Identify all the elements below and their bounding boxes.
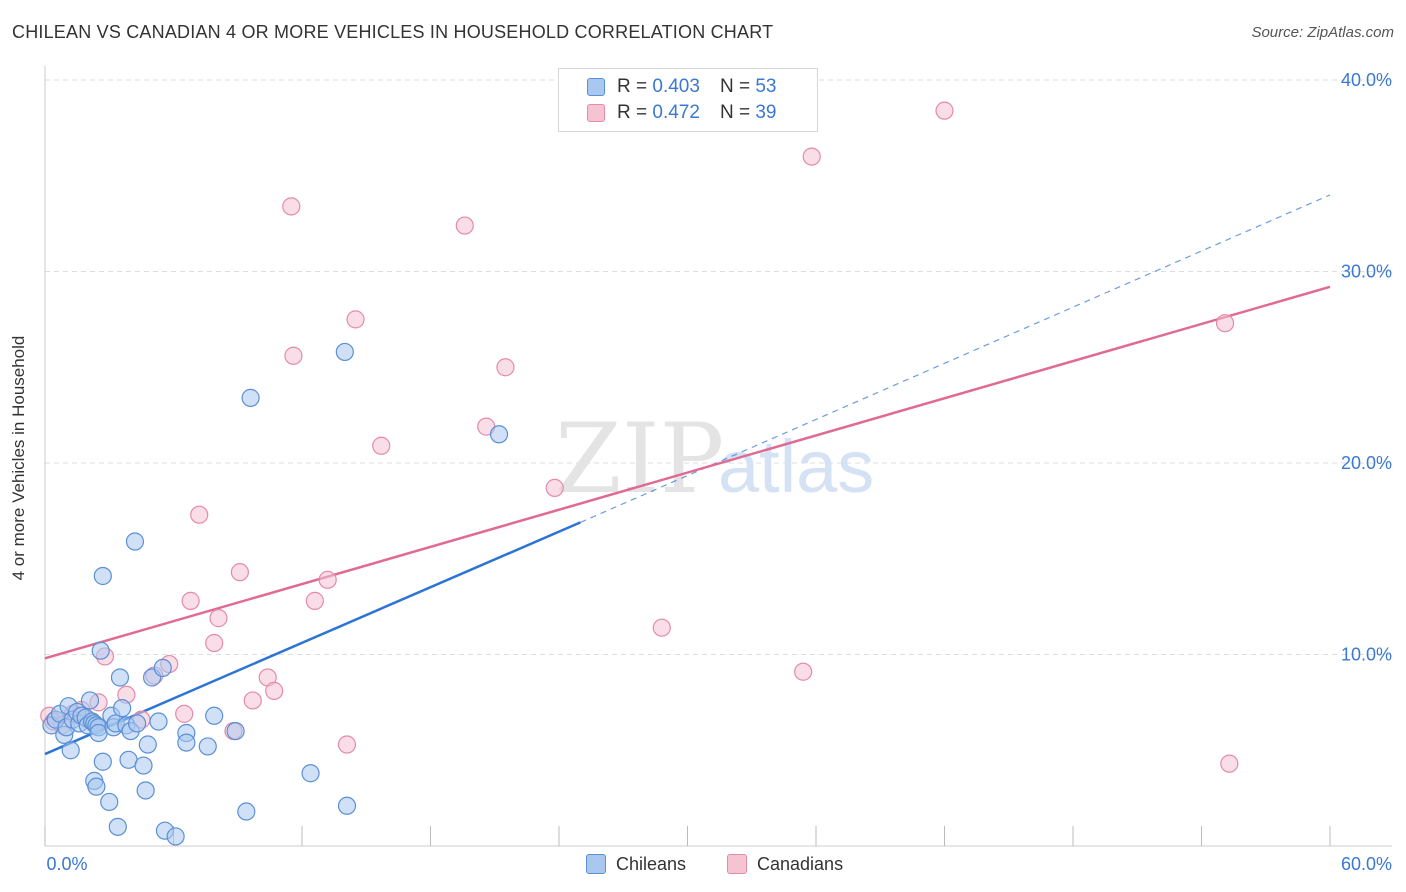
legend-swatch-pink (587, 104, 605, 122)
legend-r-value: 0.403 (652, 76, 700, 97)
chileans-point (489, 425, 509, 444)
y-tick-label: 10.0% (1341, 645, 1392, 665)
chileans-point (125, 532, 145, 551)
bottom-legend-canadians: Canadians (727, 852, 843, 876)
chileans-point (226, 721, 245, 741)
chileans-point (100, 792, 119, 812)
legend-row-chileans: R = 0.403 N = 53 (587, 76, 776, 98)
canadians-point (265, 681, 284, 700)
canadians-point (935, 101, 954, 120)
x-tick-label-max: 60.0% (1341, 854, 1392, 874)
canadians-point (284, 346, 303, 365)
y-tick-label: 40.0% (1341, 70, 1392, 90)
y-tick-label: 30.0% (1341, 262, 1392, 282)
y-axis-label: 4 or more Vehicles in Household (9, 335, 28, 581)
chileans-point (237, 802, 256, 821)
bottom-legend-chileans: Chileans (586, 852, 686, 876)
watermark-zip: ZIP (555, 403, 724, 515)
chileans-point (166, 827, 185, 846)
chileans-point (110, 668, 130, 687)
legend-r-value: 0.472 (652, 102, 700, 123)
canadians-point (794, 662, 813, 681)
canadians-point (205, 633, 224, 653)
bottom-legend-label: Chileans (616, 853, 687, 874)
canadians-point (496, 358, 515, 377)
chileans-point (127, 714, 147, 733)
chileans-point (134, 756, 153, 775)
canadians-point (305, 591, 324, 610)
y-tick-label: 20.0% (1341, 453, 1392, 473)
chileans-point (93, 566, 112, 586)
chileans-point (241, 388, 260, 407)
legend-swatch-blue (587, 78, 605, 96)
chileans-point (198, 737, 217, 756)
chileans-point (205, 706, 224, 725)
points-layer (40, 101, 1239, 846)
chart-title: CHILEAN VS CANADIAN 4 OR MORE VEHICLES I… (12, 22, 774, 42)
x-tick-label-min: 0.0% (46, 854, 87, 874)
tick-labels: 10.0% 20.0% 30.0% 40.0% 0.0% 60.0% (46, 70, 1392, 874)
chileans-point (91, 641, 110, 660)
chileans-point (112, 699, 132, 718)
chileans-point (138, 735, 157, 754)
legend-row-canadians: R = 0.472 N = 39 (587, 102, 776, 124)
chileans-point (61, 741, 80, 760)
legend-n-label: N = (719, 76, 751, 97)
canadians-point (243, 691, 262, 710)
canadians-point (1220, 754, 1239, 773)
bottom-legend-swatch-pink (727, 854, 747, 874)
chileans-point (149, 712, 168, 731)
bottom-legend-swatch-blue (586, 854, 606, 874)
chileans-trendline-extension (580, 194, 1331, 523)
legend-r-label: R = (617, 76, 648, 97)
canadians-point (372, 436, 391, 455)
legend-n-value: 39 (755, 102, 777, 123)
chileans-point (93, 752, 112, 771)
canadians-point (209, 609, 228, 628)
bottom-legend-label: Canadians (757, 853, 844, 874)
source-label: Source: ZipAtlas.com (1251, 24, 1394, 41)
correlation-legend: R = 0.403 N = 53 R = 0.472 N = 39 (558, 68, 818, 132)
watermark: ZIP atlas (555, 403, 874, 515)
legend-n-label: N = (719, 102, 751, 123)
chileans-point (335, 342, 354, 362)
canadians-point (190, 505, 209, 524)
canadians-point (337, 735, 357, 754)
chileans-point (153, 658, 172, 678)
canadians-point (282, 197, 301, 216)
canadians-trendline (44, 285, 1331, 660)
canadians-point (455, 216, 474, 235)
canadians-point (545, 478, 564, 497)
chileans-point (136, 781, 155, 800)
watermark-atlas: atlas (718, 425, 874, 508)
canadians-point (346, 310, 365, 329)
canadians-point (802, 147, 821, 166)
chileans-point (108, 817, 127, 836)
legend-r-label: R = (617, 102, 648, 123)
legend-n-value: 53 (755, 76, 777, 97)
chileans-point (301, 764, 320, 783)
canadians-point (230, 563, 249, 582)
chileans-point (337, 796, 357, 815)
canadians-point (1215, 314, 1235, 333)
canadians-point (181, 591, 200, 610)
canadians-point (175, 704, 194, 723)
canadians-point (652, 618, 671, 637)
chileans-point (80, 691, 100, 710)
canadians-point (318, 570, 337, 589)
chileans-point (177, 733, 196, 752)
chileans-point (87, 777, 106, 796)
